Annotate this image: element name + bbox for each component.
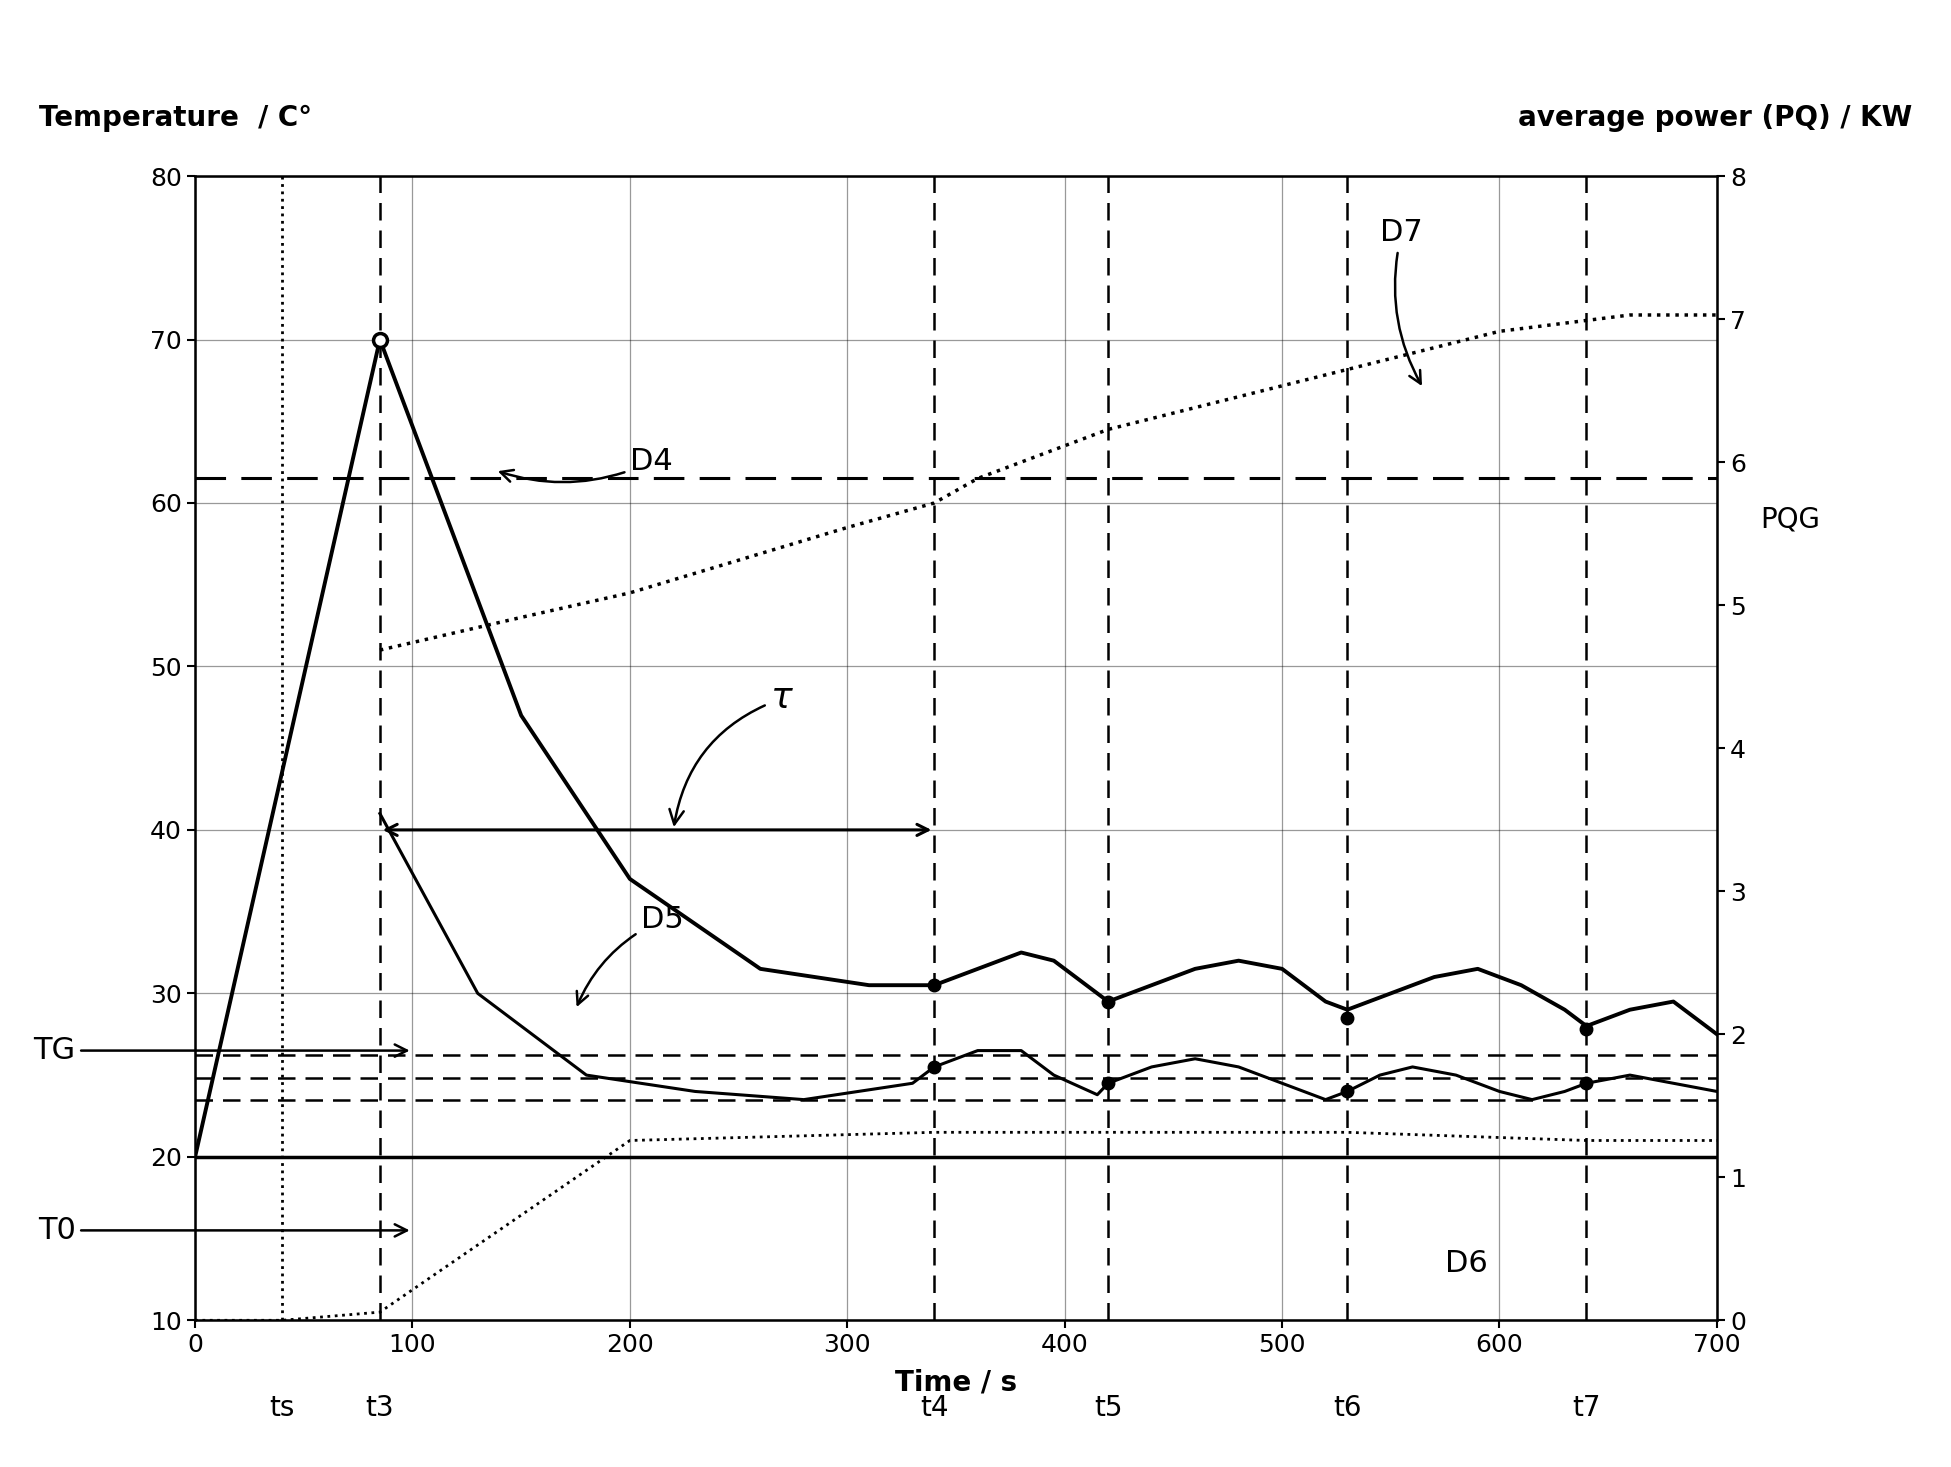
Text: t7: t7 — [1573, 1394, 1600, 1422]
Text: D5: D5 — [577, 905, 683, 1005]
Text: D7: D7 — [1379, 219, 1422, 384]
Text: D6: D6 — [1446, 1248, 1489, 1278]
X-axis label: Time / s: Time / s — [896, 1369, 1016, 1397]
Text: average power (PQ) / KW: average power (PQ) / KW — [1518, 104, 1912, 132]
Text: PQG: PQG — [1760, 505, 1820, 534]
Text: t4: t4 — [921, 1394, 948, 1422]
Text: t5: t5 — [1095, 1394, 1122, 1422]
Text: TG: TG — [33, 1036, 408, 1065]
Text: T0: T0 — [37, 1216, 408, 1245]
Text: D4: D4 — [499, 447, 673, 483]
Text: Temperature  / C°: Temperature / C° — [39, 104, 312, 132]
Text: ts: ts — [269, 1394, 295, 1422]
Text: $\tau$: $\tau$ — [669, 682, 794, 824]
Text: t6: t6 — [1333, 1394, 1362, 1422]
Text: t3: t3 — [365, 1394, 394, 1422]
